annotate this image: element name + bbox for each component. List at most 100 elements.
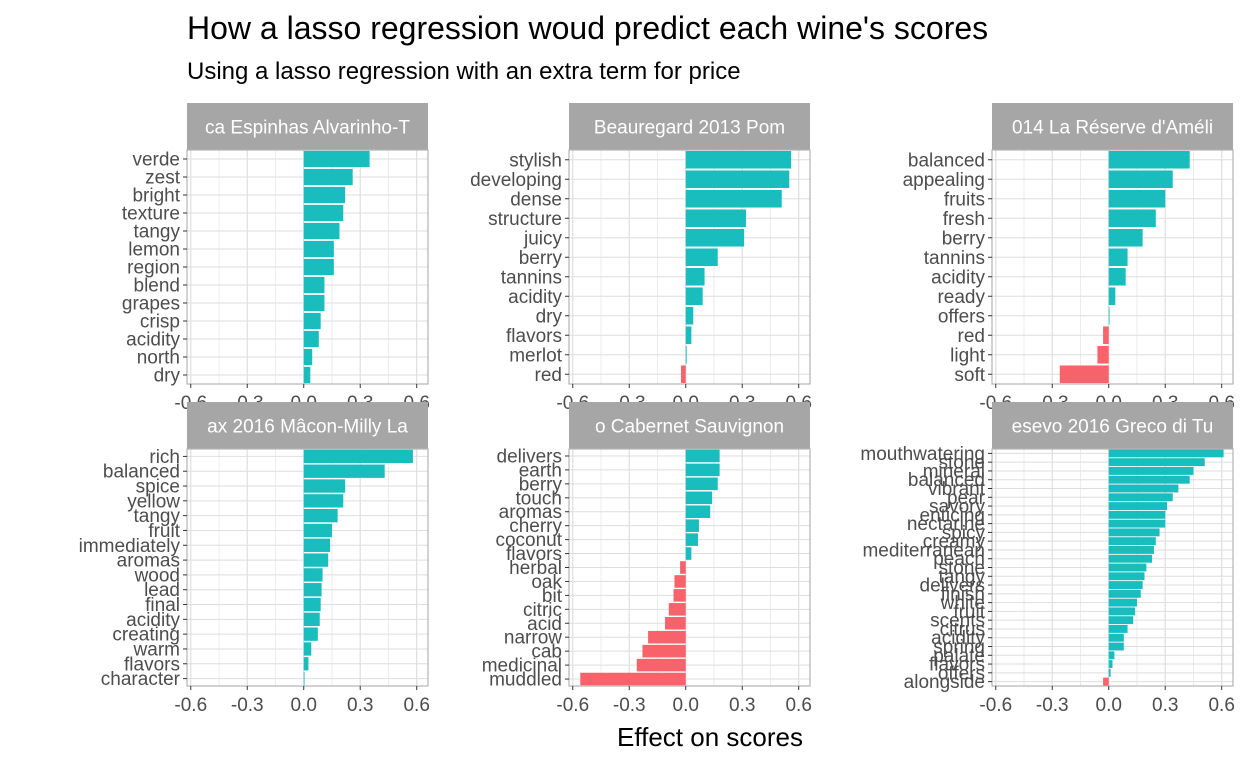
y-tick-label: appealing [903,170,985,191]
y-tick-label: immediately [79,536,181,557]
y-tick-label: cab [531,642,562,663]
bar-blend [303,276,325,294]
y-tick-label: rich [149,447,180,468]
bar-offers [1108,306,1110,325]
bar-citrus [1108,624,1128,633]
bar-acidity [303,612,320,627]
y-tick-label: coconut [495,530,562,551]
bar-character [303,671,305,686]
y-tick-label: acidity [126,610,180,631]
y-tick-label: savory [929,497,985,518]
bar-touch [685,491,713,505]
bar-mineral [1108,466,1194,475]
bar-rich [303,449,413,464]
facet-panel-6: esevo 2016 Greco di Tumouthwateringstone… [860,402,1235,716]
y-tick-label: flavors [124,654,180,675]
bar-spring [1108,642,1124,651]
bar-spicy [1108,528,1160,537]
y-tick-label: pear [947,488,986,509]
facet-panel-4: ax 2016 Mâcon-Milly La richbalancedspicey… [79,402,430,716]
y-tick-label: fruit [953,602,985,623]
bar-tangy [303,222,340,240]
y-tick-label: narrow [504,628,562,649]
y-tick-label: fruits [944,189,985,210]
bar-wood [303,568,323,582]
bar-lemon [303,240,334,258]
x-tick-label: 0.3 [1152,695,1178,716]
y-tick-label: muddled [489,670,562,691]
chart-title: How a lasso regression woud predict each… [187,10,989,46]
bar-medicinal [636,658,686,672]
bar-zest [303,168,353,186]
bar-mediterranean [1108,545,1154,554]
y-tick-label: stylish [509,150,562,171]
panel-border [568,149,811,385]
y-tick-label: delivers [497,446,562,467]
bar-offers [1108,668,1111,677]
facet-strip [992,402,1233,449]
bar-light [1097,345,1109,364]
bar-bright [303,186,346,204]
y-tick-label: acidity [126,330,180,351]
facet-strip-label: ax 2016 Mâcon-Milly La [207,417,408,438]
y-tick-label: developing [470,170,562,191]
y-tick-label: medicinal [482,656,562,677]
bar-oak [674,575,686,588]
bar-dry [303,366,311,384]
y-tick-label: soft [954,365,985,386]
x-tick-label: -0.3 [613,695,646,716]
panel-border [186,448,429,687]
bar-appealing [1108,170,1173,189]
bar-berry [1108,228,1143,247]
y-tick-label: scents [930,611,985,632]
facet-panel-5: o Cabernet Sauvignon deliversearthberryto… [482,402,812,716]
x-axis-label: Effect on scores [617,722,803,752]
y-tick-label: berry [519,474,563,495]
y-tick-label: ready [937,287,985,308]
facet-panel-1: ca Espinhas Alvarinho-T verdezestbrightte… [122,103,430,414]
bar-creamy [1108,537,1156,546]
x-tick-label: -0.3 [231,695,264,716]
bar-bit [673,589,686,602]
bar-yellow [303,494,344,508]
y-tick-label: citrus [940,619,985,640]
y-tick-label: dense [510,189,562,210]
facet-strip-label: 014 La Réserve d'Améli [1012,118,1213,139]
bar-dense [685,189,782,208]
bar-stone [1108,458,1205,467]
x-tick-label: 0.0 [673,695,699,716]
bar-tannins [1108,248,1128,267]
x-tick-label: 0.6 [1208,695,1234,716]
y-tick-label: acidity [508,287,562,308]
bar-citric [668,603,686,616]
y-tick-label: nectarine [907,514,985,535]
bar-aromas [685,505,711,519]
y-tick-label: red [958,326,985,347]
x-tick-label: -0.6 [979,695,1012,716]
x-tick-label: 0.0 [291,695,317,716]
y-tick-label: aromas [499,502,562,523]
y-tick-label: bit [542,586,563,607]
bar-immediately [303,538,331,552]
y-tick-label: spring [933,637,985,658]
y-tick-label: juicy [523,228,563,249]
y-tick-label: merlot [509,345,563,366]
bar-fresh [1108,209,1156,228]
bar-stylish [685,150,792,169]
bar-acid [665,616,686,630]
bar-peach [1108,554,1153,563]
bar-palate [1108,651,1115,660]
y-tick-label: flavors [506,326,562,347]
y-tick-label: tangy [939,567,986,588]
y-tick-label: balanced [908,470,985,491]
bar-fruits [1108,189,1166,208]
y-tick-label: fruit [148,521,180,542]
y-tick-label: touch [516,488,562,509]
y-tick-label: crisp [140,312,180,333]
facet-strip-label: o Cabernet Sauvignon [595,417,784,438]
bar-tannins [685,267,705,286]
bar-tangy [303,508,338,523]
bar-acidity [685,287,703,306]
bar-grapes [303,294,325,312]
